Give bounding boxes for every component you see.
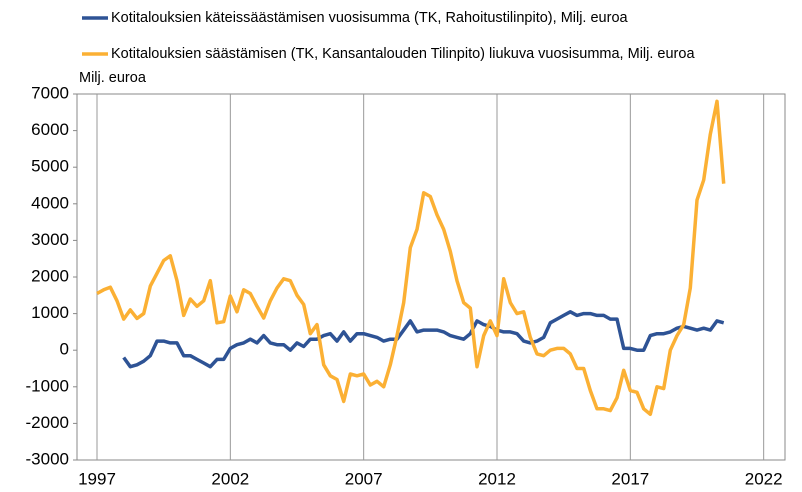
x-tick-label: 2002 — [211, 469, 249, 488]
x-tick-label: 2017 — [611, 469, 649, 488]
y-tick-label: 7000 — [31, 83, 69, 102]
x-tick-label: 2022 — [745, 469, 783, 488]
plot-frame — [76, 93, 786, 461]
series-line — [122, 310, 725, 369]
y-tick-label: 2000 — [31, 266, 69, 285]
legend-label: Kotitalouksien säästämisen (TK, Kansanta… — [111, 46, 695, 62]
y-axis-label: Milj. euroa — [79, 70, 147, 86]
y-tick-label: 0 — [60, 340, 69, 359]
series-line — [96, 99, 726, 417]
y-tick-label: 1000 — [31, 303, 69, 322]
y-tick-label: 6000 — [31, 120, 69, 139]
y-tick-label: -1000 — [26, 376, 69, 395]
y-tick-label: -2000 — [26, 413, 69, 432]
y-tick-label: 4000 — [31, 193, 69, 212]
x-tick-label: 2012 — [478, 469, 516, 488]
y-tick-label: 3000 — [31, 230, 69, 249]
x-tick-label: 2007 — [345, 469, 383, 488]
x-tick-label: 1997 — [78, 469, 116, 488]
y-tick-label: 5000 — [31, 157, 69, 176]
legend-label: Kotitalouksien käteissäästämisen vuosisu… — [111, 10, 629, 26]
y-tick-label: -3000 — [26, 449, 69, 468]
